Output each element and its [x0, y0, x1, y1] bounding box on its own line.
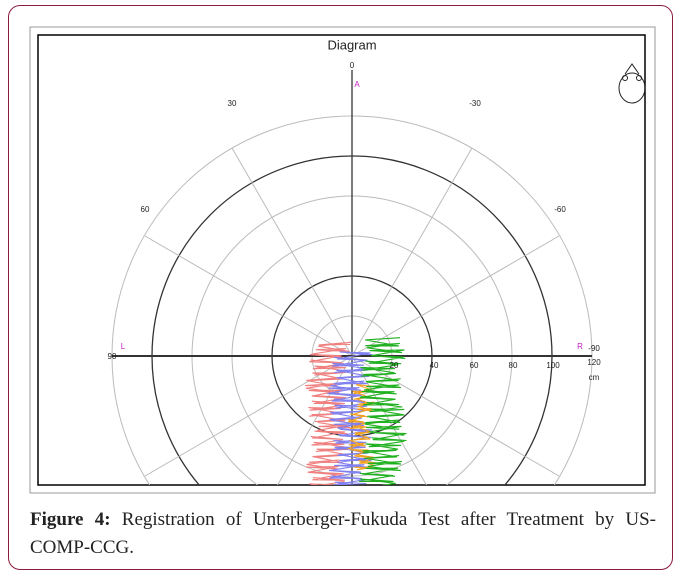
angle-label: -30: [469, 99, 481, 108]
figure-frame: [8, 5, 673, 570]
plot-frame: [37, 34, 646, 486]
direction-label: A: [354, 80, 360, 89]
head-icon: [618, 63, 646, 104]
distance-label: 20: [390, 361, 399, 370]
angle-label: 60: [141, 205, 150, 214]
unit-label: cm: [589, 373, 600, 382]
diagram-title: Diagram: [327, 37, 376, 52]
distance-label: 40: [430, 361, 439, 370]
trace: [327, 351, 373, 485]
distance-label: 80: [509, 361, 518, 370]
angle-label: 30: [228, 99, 237, 108]
diagram: Diagram 0 30 -30 60 -60 90 -90 A L R 20 …: [29, 26, 656, 494]
trace: [358, 337, 407, 485]
angle-label: 0: [350, 61, 355, 70]
polar-grid: [111, 70, 593, 485]
angle-label: -90: [588, 344, 600, 353]
trace: [346, 384, 377, 471]
distance-label: 100: [546, 361, 560, 370]
caption-text: Registration of Unterberger-Fukuda Test …: [30, 509, 656, 558]
distance-label: 120: [587, 358, 601, 367]
direction-label: R: [577, 342, 583, 351]
caption-label: Figure 4:: [30, 509, 111, 530]
angle-label: -60: [554, 205, 566, 214]
direction-label: L: [121, 342, 126, 351]
caption: Figure 4: Registration of Unterberger-Fu…: [30, 506, 656, 562]
angle-label: 90: [108, 352, 117, 361]
distance-label: 60: [470, 361, 479, 370]
trace: [304, 341, 351, 485]
